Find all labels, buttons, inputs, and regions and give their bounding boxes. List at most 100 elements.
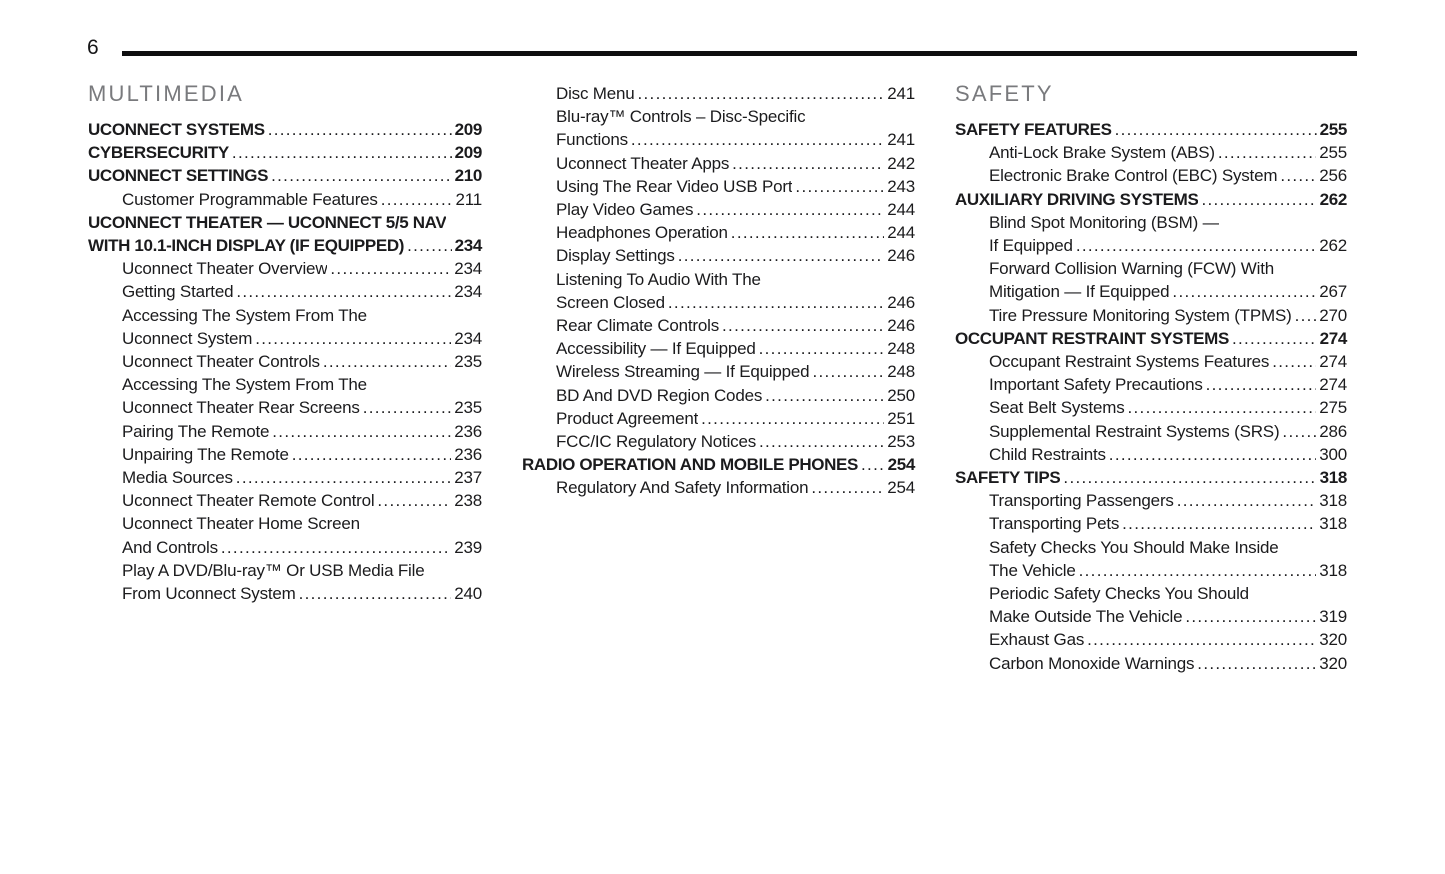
toc-entry: Uconnect Theater Overview 234: [88, 257, 482, 280]
toc-entry-title: Make Outside The Vehicle: [989, 607, 1183, 627]
toc-entry-page: 234: [454, 282, 482, 302]
dot-leader: [795, 175, 884, 198]
dot-leader: [1079, 559, 1317, 582]
toc-column-multimedia: MULTIMEDIA UCONNECT SYSTEMS209CYBERSECUR…: [88, 82, 482, 675]
toc-entry: Make Outside The Vehicle 319: [955, 605, 1347, 628]
toc-entry-title: Uconnect Theater Remote Control: [122, 491, 375, 511]
toc-entry: Uconnect Theater Rear Screens 235: [88, 396, 482, 419]
toc-entry: Uconnect Theater Apps 242: [522, 152, 915, 175]
dot-leader: [811, 476, 884, 499]
toc-entry-title: RADIO OPERATION AND MOBILE PHONES: [522, 455, 859, 475]
toc-entry-title: Blind Spot Monitoring (BSM) —: [989, 212, 1220, 232]
toc-entry-title: From Uconnect System: [122, 584, 296, 604]
dot-leader: [407, 234, 452, 257]
toc-entry: Uconnect Theater Home Screen: [88, 512, 482, 535]
toc-entry-page: 318: [1319, 468, 1348, 488]
toc-entry: Play Video Games 244: [522, 198, 915, 221]
toc-entry-page: 246: [887, 292, 915, 312]
toc-entry-page: 242: [887, 153, 915, 173]
dot-leader: [363, 396, 452, 419]
toc-entry-page: 255: [1319, 120, 1348, 139]
toc-entry: Blu-ray™ Controls – Disc-Specific: [522, 105, 915, 128]
toc-entry-title: Safety Checks You Should Make Inside: [989, 537, 1279, 557]
toc-entry-page: 254: [887, 478, 915, 498]
section-heading-safety: SAFETY: [955, 81, 1054, 106]
toc-entry: Safety Checks You Should Make Inside: [955, 536, 1347, 559]
dot-leader: [1076, 234, 1316, 257]
toc-entry: Regulatory And Safety Information 254: [522, 476, 915, 499]
toc-entry: Uconnect Theater Controls 235: [88, 350, 482, 373]
toc-entry-page: 240: [454, 584, 482, 604]
toc-entry-title: Uconnect Theater Overview: [122, 259, 328, 279]
toc-entry-title: Blu-ray™ Controls – Disc-Specific: [556, 107, 806, 127]
toc-entry-page: 246: [887, 316, 915, 336]
toc-entry: SAFETY TIPS 318: [955, 466, 1347, 489]
toc-entry-title: Forward Collision Warning (FCW) With: [989, 259, 1274, 279]
toc-entry-page: 300: [1319, 444, 1347, 464]
toc-entry-page: 244: [887, 200, 915, 220]
toc-entry-page: 236: [454, 421, 482, 441]
dot-leader: [812, 360, 884, 383]
toc-entry: Carbon Monoxide Warnings 320: [955, 652, 1347, 675]
toc-entry-page: 235: [454, 352, 482, 372]
toc-entry-title: Anti-Lock Brake System (ABS): [989, 143, 1215, 163]
toc-entry: UCONNECT SYSTEMS 209: [88, 118, 482, 141]
toc-entry: OCCUPANT RESTRAINT SYSTEMS 274: [955, 327, 1347, 350]
toc-entry-title: Functions: [556, 130, 628, 150]
toc-entry: Uconnect Theater Remote Control 238: [88, 489, 482, 512]
toc-entry-title: Uconnect Theater Controls: [122, 352, 320, 372]
toc-entry: Transporting Pets 318: [955, 512, 1347, 535]
toc-entry-page: 274: [1319, 328, 1348, 348]
toc-entry-page: 237: [454, 468, 482, 488]
dot-leader: [1172, 280, 1316, 303]
toc-entry-title: Headphones Operation: [556, 223, 728, 243]
toc-entry: If Equipped 262: [955, 234, 1347, 257]
dot-leader: [638, 82, 885, 105]
dot-leader: [1087, 628, 1316, 651]
toc-entry-page: 234: [454, 236, 483, 256]
toc-entry-page: 234: [454, 259, 482, 279]
toc-entry-title: BD And DVD Region Codes: [556, 385, 763, 405]
dot-leader: [1218, 141, 1316, 164]
toc-entry-page: 239: [454, 537, 482, 557]
toc-entry: Exhaust Gas 320: [955, 628, 1347, 651]
dot-leader: [1185, 605, 1316, 628]
toc-entry: BD And DVD Region Codes 250: [522, 384, 915, 407]
toc-entry-page: 253: [887, 432, 915, 452]
toc-entry-title: Getting Started: [122, 282, 234, 302]
toc-entry: Anti-Lock Brake System (ABS) 255: [955, 141, 1347, 164]
dot-leader: [271, 164, 452, 187]
dot-leader: [323, 350, 451, 373]
toc-entry: Child Restraints 300: [955, 443, 1347, 466]
toc-entry: Getting Started 234: [88, 280, 482, 303]
toc-entry: And Controls 239: [88, 536, 482, 559]
toc-entry-page: 274: [1319, 352, 1347, 372]
toc-entries: Disc Menu 241 Blu-ray™ Controls – Disc-Spe…: [522, 82, 915, 500]
dot-leader: [861, 453, 885, 476]
toc-entry: Functions 241: [522, 128, 915, 151]
toc-entry-title: Tire Pressure Monitoring System (TPMS): [989, 305, 1292, 325]
toc-entry-page: 209: [454, 120, 483, 139]
toc-entry: Wireless Streaming — If Equipped 248: [522, 360, 915, 383]
dot-leader: [701, 407, 884, 430]
toc-entry: Screen Closed 246: [522, 291, 915, 314]
toc-entry: Customer Programmable Features 211: [88, 188, 482, 211]
toc-entry: Disc Menu 241: [522, 82, 915, 105]
toc-entry-title: Customer Programmable Features: [122, 189, 378, 209]
dot-leader: [1197, 652, 1316, 675]
toc-entry-title: OCCUPANT RESTRAINT SYSTEMS: [955, 328, 1229, 348]
table-of-contents: MULTIMEDIA UCONNECT SYSTEMS209CYBERSECUR…: [88, 82, 1347, 675]
toc-entry-title: Using The Rear Video USB Port: [556, 176, 793, 196]
toc-entry: WITH 10.1-INCH DISPLAY (IF EQUIPPED) 234: [88, 234, 482, 257]
toc-column-safety: SAFETY SAFETY FEATURES255Anti-Lock Brake…: [955, 82, 1347, 675]
dot-leader: [1232, 327, 1317, 350]
toc-entry-title: Uconnect Theater Rear Screens: [122, 398, 360, 418]
toc-entry: Listening To Audio With The: [522, 268, 915, 291]
toc-entry: UCONNECT SETTINGS 210: [88, 164, 482, 187]
toc-entry: CYBERSECURITY 209: [88, 141, 482, 164]
toc-entry-page: 274: [1319, 375, 1347, 395]
header-rule: [122, 51, 1357, 56]
toc-entry-title: The Vehicle: [989, 560, 1076, 580]
section-heading-multimedia: MULTIMEDIA: [88, 81, 245, 106]
toc-entry-page: 255: [1319, 143, 1347, 163]
